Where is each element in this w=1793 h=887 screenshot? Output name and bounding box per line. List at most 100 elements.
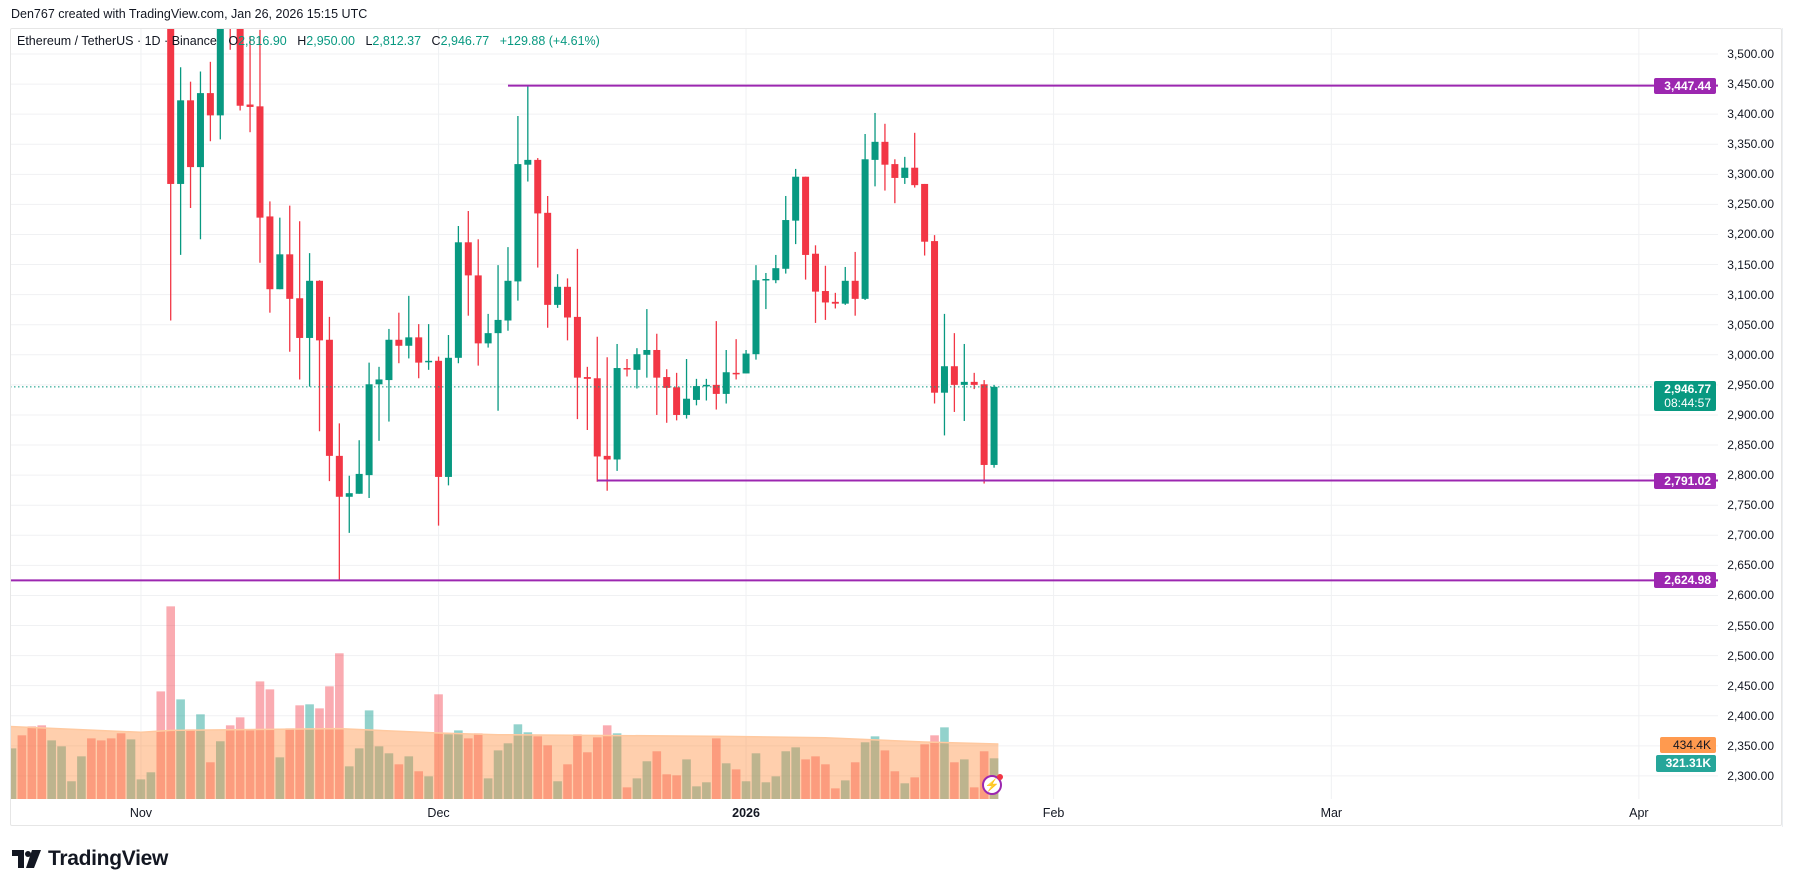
volume-bar-down: [325, 686, 334, 799]
candle-body: [355, 473, 363, 494]
volume-ma-area: [10, 726, 999, 799]
candle-body: [375, 379, 383, 385]
time-tick-label: Nov: [129, 806, 153, 820]
candle-down: [266, 201, 274, 313]
candle-body: [573, 316, 581, 378]
volume-bar-down: [17, 735, 27, 799]
candle-body: [167, 28, 175, 184]
candle-body: [256, 106, 264, 218]
volume-pane: [10, 606, 999, 799]
candle-down: [325, 316, 333, 482]
candle-up: [484, 313, 492, 348]
candle-down: [564, 278, 571, 341]
price-axis-border: [1782, 28, 1783, 827]
candle-down: [335, 423, 343, 582]
candle-body: [673, 387, 681, 415]
candle-body: [435, 360, 443, 477]
candle-body: [316, 280, 323, 341]
candle-down: [583, 366, 591, 430]
candle-body: [286, 254, 294, 299]
price-tick-label: 2,700.00: [1727, 528, 1774, 543]
candle-down: [931, 235, 939, 404]
bar-countdown: 08:44:57: [1664, 395, 1711, 410]
volume-bar-up: [781, 751, 791, 799]
price-tick-label: 3,150.00: [1727, 257, 1774, 272]
candle-up: [375, 366, 383, 441]
volume-bar-up: [632, 778, 642, 799]
volume-bar-down: [731, 769, 741, 799]
volume-bar-down: [890, 771, 900, 799]
volume-bar-down: [295, 705, 304, 799]
volume-bar-up: [960, 759, 969, 799]
candle-up: [841, 266, 849, 305]
candle-down: [395, 312, 403, 364]
candle-body: [306, 280, 314, 338]
candle-body: [901, 167, 909, 178]
candle-body: [712, 384, 720, 394]
candle-body: [524, 159, 532, 165]
grid-lines: [10, 28, 1718, 799]
volume-bar-up: [840, 780, 850, 799]
candle-body: [206, 93, 214, 116]
volume-bar-up: [404, 756, 414, 799]
tradingview-logo[interactable]: TradingView: [12, 847, 168, 871]
candle-body: [742, 353, 750, 374]
volume-bar-down: [662, 774, 671, 799]
candle-body: [643, 349, 651, 355]
candle-body: [593, 378, 601, 457]
candle-down: [653, 333, 661, 415]
candle-body: [762, 278, 770, 281]
candle-down: [712, 321, 720, 410]
volume-bar-down: [87, 738, 96, 799]
candle-down: [286, 205, 294, 352]
volume-bar-down: [602, 725, 612, 799]
horizontal-levels[interactable]: [10, 84, 1718, 582]
volume-bar-up: [612, 733, 622, 799]
volume-bar-up: [67, 781, 76, 799]
volume-bar-down: [930, 735, 939, 799]
candle-body: [276, 254, 284, 290]
candle-body: [514, 164, 522, 282]
volume-bar-down: [712, 738, 721, 799]
candle-body: [633, 354, 641, 370]
candle-body: [325, 339, 333, 456]
change-value: +129.88 (+4.61%): [499, 34, 600, 48]
tradingview-logo-text: TradingView: [48, 847, 169, 870]
candle-body: [881, 141, 889, 165]
volume-bar-down: [225, 725, 235, 799]
candle-body: [444, 357, 452, 477]
volume-bar-down: [652, 751, 662, 799]
volume-last-label: 321.31K: [1656, 755, 1716, 772]
volume-bar-up: [176, 699, 185, 799]
volume-bar-up: [444, 734, 453, 799]
candle-body: [236, 28, 244, 106]
lightning-icon[interactable]: ⚡: [982, 774, 1003, 795]
candle-body: [841, 280, 849, 304]
volume-bar-down: [37, 725, 47, 799]
candle-down: [821, 265, 829, 320]
candle-down: [802, 176, 810, 280]
volume-bar-up: [761, 782, 771, 799]
low-value: 2,812.37: [372, 34, 422, 48]
symbol-title[interactable]: Ethereum / TetherUS · 1D · Binance: [17, 34, 217, 48]
candle-up: [752, 265, 760, 360]
volume-bar-down: [473, 733, 483, 799]
candle-body: [395, 339, 403, 346]
volume-bar-down: [464, 738, 473, 799]
candle-up: [554, 274, 562, 308]
high-key: H: [297, 34, 307, 48]
candle-up: [643, 309, 651, 378]
candle-up: [633, 348, 641, 389]
time-tick-label: Mar: [1320, 806, 1343, 820]
candle-body: [960, 381, 968, 385]
price-tick-label: 2,400.00: [1727, 708, 1774, 723]
volume-bar-down: [880, 750, 890, 799]
price-tick-label: 3,250.00: [1727, 197, 1774, 212]
volume-bar-down: [285, 728, 295, 799]
candle-down: [831, 292, 839, 309]
candle-body: [722, 372, 730, 394]
candle-up: [365, 362, 373, 498]
volume-bar-up: [483, 778, 493, 799]
candle-body: [246, 104, 254, 107]
